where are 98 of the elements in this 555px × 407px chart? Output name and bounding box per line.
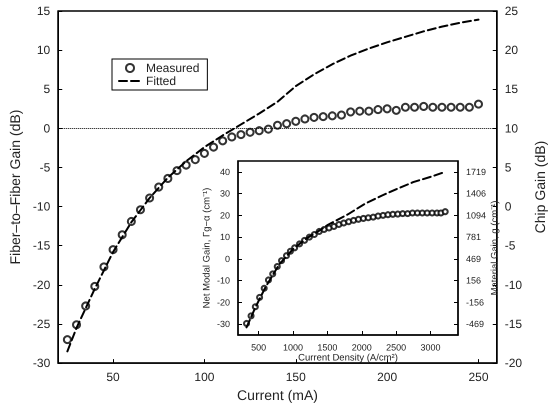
y2-tick-label: 469 [466,254,482,264]
y-tick-label: 15 [36,4,51,18]
y-axis-title: Net Modal Gain, Γg−α (cm⁻¹) [202,188,212,308]
y-tick-label: 10 [36,43,51,58]
y2-tick-label: 0 [504,200,512,214]
point [442,208,449,216]
y-tick-label: 5 [44,82,51,96]
point [370,214,377,221]
point [328,111,337,120]
x-tick-label: 150 [286,370,306,384]
y2-tick-label: -10 [504,278,522,292]
y-tick-label: 10 [220,232,230,242]
y2-tick-label: -156 [466,297,484,308]
point [246,128,255,137]
point [346,107,356,116]
point [345,218,352,226]
y2-tick-label: 25 [504,4,518,18]
point [410,102,420,112]
point [382,104,392,114]
point [360,214,367,222]
point [190,155,200,164]
y2-tick-label: -469 [466,319,484,330]
y-tick-label: -20 [216,297,230,308]
y2-tick-label: 20 [504,43,518,58]
x-tick-label: 3000 [420,342,441,352]
y2-tick-label: 1094 [466,210,486,220]
point [446,102,456,112]
point [400,102,410,112]
x-axis-title: Current (mA) [237,387,318,403]
x-tick-label: 1500 [317,342,338,352]
point [282,119,292,128]
y-tick-label: -10 [32,200,51,214]
point [227,132,236,142]
y2-tick-label: -5 [504,238,516,253]
point [437,102,446,112]
y-tick-label: -20 [32,278,51,292]
point [264,124,273,134]
point [310,112,319,122]
y2-tick-label: 10 [504,121,518,136]
point [374,212,382,220]
y-tick-label: 0 [224,254,230,264]
y-tick-label: 20 [220,210,230,220]
x-tick-label: 1000 [282,342,304,352]
legend-label: Measured [146,61,200,75]
point [428,102,438,112]
point [392,106,401,115]
point [350,216,358,224]
point [209,142,218,152]
point [273,120,282,130]
point [419,102,428,111]
point [354,216,362,223]
y2-tick-label: -15 [504,316,522,331]
point [200,148,209,158]
point [364,106,374,116]
y-tick-label: -15 [32,238,51,253]
x-tick-label: 500 [251,342,266,352]
point [336,110,346,120]
legend-label: Fitted [146,74,176,88]
y-tick-label: -30 [216,319,230,330]
y2-tick-label: 781 [466,232,482,242]
y-tick-label: -10 [216,276,230,286]
point [474,100,483,109]
point [428,209,436,216]
point [218,136,228,146]
y2-axis-title: Chip Gain (dB) [532,140,548,234]
y-tick-label: 30 [220,188,230,199]
y-axis-title: Fiber–to–Fiber Gain (dB) [7,110,23,264]
x-tick-label: 250 [468,370,489,384]
x-axis-title: Current Density (A/cm²) [298,352,398,364]
x-tick-label: 2000 [352,342,372,352]
x-tick-label: 200 [377,370,398,384]
y-tick-label: -5 [40,160,51,174]
point [62,335,72,344]
y-tick-label: 0 [44,121,51,136]
point [236,130,246,140]
x-tick-label: 100 [194,370,215,384]
point [374,105,382,114]
y2-tick-label: 15 [504,82,518,96]
point [254,126,264,136]
point [291,116,300,126]
y2-tick-label: 1406 [466,188,486,199]
y2-tick-label: 5 [504,160,512,174]
point [318,112,328,122]
point [456,102,465,112]
point [355,106,364,116]
y2-tick-label: -20 [504,356,522,370]
y-tick-label: -25 [32,316,51,331]
point [340,219,348,226]
x-tick-label: 50 [106,370,120,384]
y-tick-label: 40 [220,166,230,177]
point [300,114,310,124]
y2-tick-label: 156 [466,276,482,286]
point [464,102,474,112]
y-tick-label: -30 [32,356,51,370]
point [335,221,342,228]
y2-tick-label: 1719 [466,166,486,177]
x-tick-label: 2500 [386,342,406,352]
point [330,222,338,230]
